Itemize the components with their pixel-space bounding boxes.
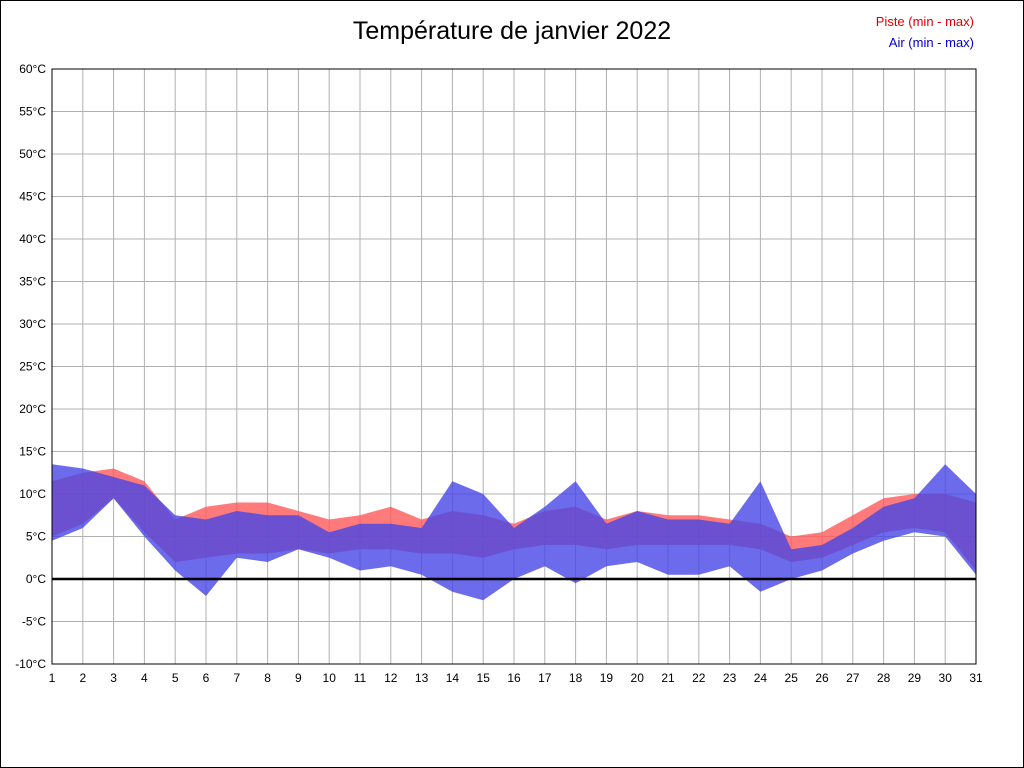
x-axis-tick-label: 21 bbox=[661, 671, 675, 685]
x-axis-tick-label: 23 bbox=[723, 671, 737, 685]
x-axis-tick-label: 27 bbox=[846, 671, 860, 685]
air-band bbox=[52, 464, 976, 601]
x-axis-tick-label: 16 bbox=[507, 671, 521, 685]
y-axis-tick-label: 60°C bbox=[19, 62, 46, 76]
legend-entry-piste: Piste (min - max) bbox=[875, 14, 974, 29]
x-axis-tick-label: 4 bbox=[141, 671, 148, 685]
x-axis-tick-label: 29 bbox=[908, 671, 922, 685]
y-axis-tick-label: 45°C bbox=[19, 190, 46, 204]
y-axis-tick-label: 35°C bbox=[19, 275, 46, 289]
y-axis-tick-label: 20°C bbox=[19, 402, 46, 416]
y-axis-tick-label: 50°C bbox=[19, 147, 46, 161]
x-axis-tick-label: 28 bbox=[877, 671, 891, 685]
y-axis-tick-label: 0°C bbox=[26, 572, 46, 586]
plot-border bbox=[51, 68, 977, 665]
x-axis-tick-label: 9 bbox=[295, 671, 302, 685]
x-axis-tick-label: 22 bbox=[692, 671, 706, 685]
x-axis-tick-label: 15 bbox=[477, 671, 491, 685]
y-axis-tick-label: 15°C bbox=[19, 445, 46, 459]
x-axis-tick-label: 13 bbox=[415, 671, 429, 685]
x-axis-tick-label: 14 bbox=[446, 671, 460, 685]
page-title: Température de janvier 2022 bbox=[352, 17, 672, 45]
y-axis-tick-label: 25°C bbox=[19, 360, 46, 374]
x-axis-tick-label: 17 bbox=[538, 671, 552, 685]
y-axis-tick-label: 40°C bbox=[19, 232, 46, 246]
x-axis-tick-label: 26 bbox=[815, 671, 829, 685]
x-axis-tick-label: 3 bbox=[110, 671, 117, 685]
x-axis-tick-label: 18 bbox=[569, 671, 583, 685]
x-axis-tick-label: 7 bbox=[233, 671, 240, 685]
x-axis-tick-label: 1 bbox=[49, 671, 56, 685]
x-axis-tick-label: 10 bbox=[323, 671, 337, 685]
legend-entry-air: Air (min - max) bbox=[888, 35, 974, 50]
y-axis-tick-label: -10°C bbox=[15, 657, 46, 671]
x-axis-tick-label: 5 bbox=[172, 671, 179, 685]
x-axis-tick-label: 30 bbox=[939, 671, 953, 685]
x-axis-tick-label: 11 bbox=[354, 671, 367, 685]
y-axis-tick-label: 5°C bbox=[26, 530, 46, 544]
y-axis-tick-label: 55°C bbox=[19, 105, 46, 119]
x-axis-tick-label: 19 bbox=[600, 671, 614, 685]
x-axis-tick-label: 8 bbox=[264, 671, 271, 685]
x-axis-tick-label: 31 bbox=[969, 671, 983, 685]
y-axis-tick-label: 10°C bbox=[19, 487, 46, 501]
x-axis-tick-label: 6 bbox=[203, 671, 210, 685]
x-axis-tick-label: 2 bbox=[79, 671, 86, 685]
x-axis-tick-label: 24 bbox=[754, 671, 768, 685]
y-axis-tick-label: 30°C bbox=[19, 317, 46, 331]
x-axis-tick-label: 25 bbox=[785, 671, 799, 685]
x-axis-tick-label: 12 bbox=[384, 671, 398, 685]
y-axis-tick-label: -5°C bbox=[22, 615, 46, 629]
x-axis-tick-label: 20 bbox=[631, 671, 645, 685]
legend: Piste (min - max) Air (min - max) bbox=[876, 11, 974, 53]
